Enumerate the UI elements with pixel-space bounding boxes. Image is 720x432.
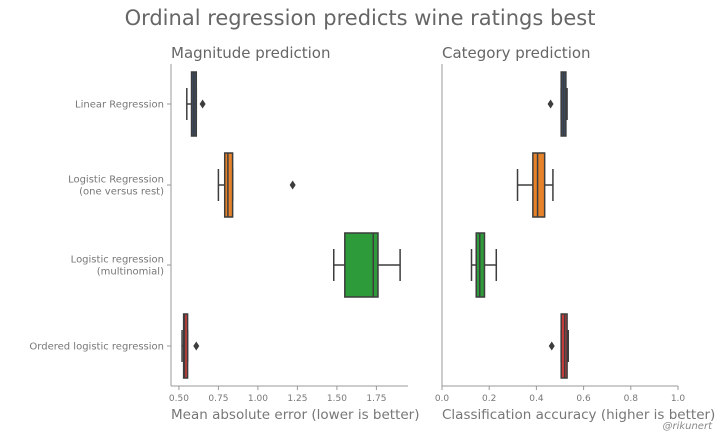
category-label: Logistic Regression (one versus rest) [68,175,164,198]
box-group: Logistic Regression (one versus rest) [68,152,296,218]
outlier-point [199,99,206,109]
category-x-axis-label: Classification accuracy (higher is bette… [442,407,715,423]
x-tick-label: 1.00 [248,394,268,404]
x-tick-label: 0.50 [169,394,189,404]
x-tick-label: 0.8 [624,394,639,404]
category-panel: Category prediction Classification accur… [435,44,715,423]
iqr-box [182,313,189,379]
x-tick-label: 0.4 [529,394,544,404]
category-panel-title: Category prediction [442,44,591,62]
box-group [547,71,568,137]
iqr-box [344,232,379,298]
magnitude-panel: Magnitude prediction Mean absolute error… [29,44,419,423]
iqr-box [532,152,546,218]
x-tick-label: 0.75 [208,394,228,404]
magnitude-panel-title: Magnitude prediction [171,44,331,62]
outlier-point [289,180,296,190]
x-tick-label: 0.6 [576,394,591,404]
category-label: Logistic regression (multinomial) [71,255,164,278]
x-tick-label: 0.0 [435,394,450,404]
figure-title: Ordinal regression predicts wine ratings… [125,6,596,30]
magnitude-x-axis-label: Mean absolute error (lower is better) [171,407,420,423]
box-group: Ordered logistic regression [29,313,200,379]
box-group [548,313,570,379]
credit-text: @rikunert [662,421,713,432]
box-group: Linear Regression [75,71,206,137]
outlier-point [547,99,554,109]
x-tick-label: 0.2 [482,394,496,404]
box-group: Logistic regression (multinomial) [71,232,401,298]
category-label: Linear Regression [75,100,164,111]
box-group [516,152,554,218]
x-tick-label: 1.25 [287,394,307,404]
x-tick-label: 1.50 [327,394,347,404]
outlier-point [193,341,200,351]
x-tick-label: 1.75 [366,394,386,404]
outlier-point [548,341,555,351]
box-group [470,232,498,298]
iqr-box [223,152,234,218]
x-tick-label: 1.0 [671,394,686,404]
category-label: Ordered logistic regression [29,342,164,353]
